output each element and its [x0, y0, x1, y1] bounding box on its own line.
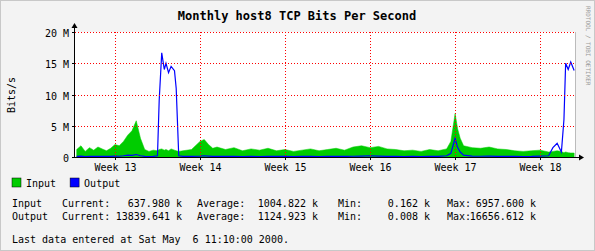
stats-name: Output	[12, 211, 48, 222]
x-grid-line	[285, 32, 286, 157]
stats-value: 6957.600 k	[476, 198, 536, 209]
background	[0, 0, 595, 251]
stats-name: Input	[12, 198, 42, 209]
y-grid-line	[75, 126, 575, 127]
x-grid-line	[200, 32, 201, 157]
y-grid-line	[75, 63, 575, 64]
y-grid-line	[75, 32, 575, 33]
y-tick-label: 20 M	[45, 28, 69, 39]
x-tick-label: Week 16	[349, 162, 391, 173]
stats-value: 0.008 k	[388, 211, 430, 222]
stats-label: Current:	[62, 198, 110, 209]
x-tick-label: Week 14	[179, 162, 221, 173]
stats-value: 0.162 k	[388, 198, 430, 209]
grid	[72, 32, 575, 160]
y-tick-label: 10 M	[45, 91, 69, 102]
watermark: RRDTOOL / TOBI OETIKER	[585, 6, 592, 86]
legend-label: Output	[84, 178, 120, 189]
legend-swatch	[12, 178, 21, 187]
y-axis-arrow	[72, 23, 78, 28]
y-axis	[74, 28, 75, 158]
chart: Monthly host8 TCP Bits Per Second RRDTOOL…	[0, 0, 595, 251]
footer: Last data entered at Sat May 6 11:10:00 …	[12, 234, 289, 245]
x-range-end	[575, 32, 576, 157]
stats-label: Average:	[197, 198, 245, 209]
x-grid-line	[370, 32, 371, 157]
output-line	[77, 53, 574, 157]
border	[1, 1, 595, 251]
stats-value: 1124.923 k	[258, 211, 318, 222]
input-area	[77, 114, 574, 157]
stats-label: Max:	[447, 211, 471, 222]
x-grid-line	[455, 32, 456, 157]
stats-value: 637.980 k	[128, 198, 182, 209]
legend-label: Input	[26, 178, 56, 189]
stats-label: Min:	[338, 198, 362, 209]
stats-value: 16656.612 k	[470, 211, 536, 222]
x-grid-line	[115, 32, 116, 157]
plot-area	[75, 32, 575, 157]
y-axis-label: Bits/s	[6, 77, 17, 113]
data-group	[77, 53, 574, 157]
stats-label: Average:	[197, 211, 245, 222]
x-tick-label: Week 18	[519, 162, 561, 173]
y-tick-label: 0	[63, 153, 69, 164]
x-tick-label: Week 17	[434, 162, 476, 173]
legend-swatch	[70, 178, 79, 187]
stats-value: 1004.822 k	[258, 198, 318, 209]
stats-value: 13839.641 k	[116, 211, 182, 222]
y-grid-line	[75, 95, 575, 96]
stats-label: Min:	[338, 211, 362, 222]
y-tick-label: 5 M	[51, 122, 69, 133]
x-grid-line	[540, 32, 541, 157]
stats-label: Max:	[447, 198, 471, 209]
stats-label: Current:	[62, 211, 110, 222]
y-tick-label: 15 M	[45, 59, 69, 70]
title: Monthly host8 TCP Bits Per Second	[178, 9, 416, 23]
x-tick-label: Week 15	[264, 162, 306, 173]
x-axis	[75, 157, 580, 158]
x-tick-label: Week 13	[94, 162, 136, 173]
x-axis-arrow	[579, 155, 584, 161]
